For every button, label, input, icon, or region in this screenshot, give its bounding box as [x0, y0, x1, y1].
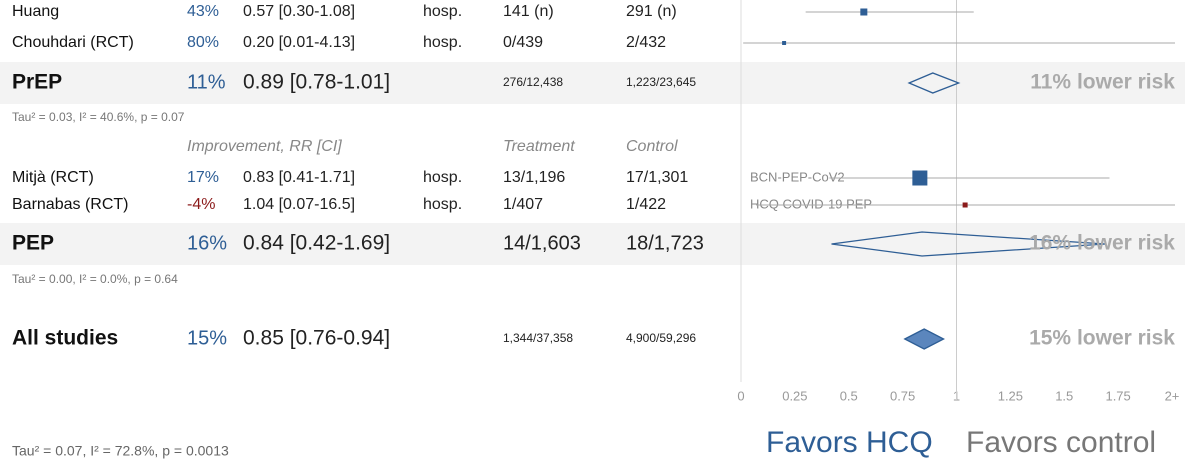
treatment: 14/1,603: [503, 232, 581, 254]
column-header: Control: [626, 138, 678, 155]
row-band: [0, 62, 1185, 104]
row-name: PrEP: [12, 71, 62, 94]
point-estimate: [860, 8, 868, 16]
rr-ci: 1.04 [0.07-16.5]: [243, 196, 355, 213]
row-name: Mitjà (RCT): [12, 169, 94, 186]
rr-ci: 0.85 [0.76-0.94]: [243, 327, 390, 350]
treatment: 1,344/37,358: [503, 331, 573, 345]
x-tick-label: 0.25: [782, 388, 807, 403]
treatment: 0/439: [503, 34, 543, 51]
rr-ci: 0.89 [0.78-1.01]: [243, 71, 390, 94]
row-name: All studies: [12, 327, 118, 350]
x-tick-label: 0.75: [890, 388, 915, 403]
rr-ci: 0.83 [0.41-1.71]: [243, 169, 355, 186]
row-band: [0, 223, 1185, 265]
improvement: -4%: [187, 196, 215, 213]
rr-ci: 0.20 [0.01-4.13]: [243, 34, 355, 51]
improvement: 17%: [187, 169, 219, 186]
tau: Tau² = 0.03, I² = 40.6%, p = 0.07: [12, 110, 185, 124]
outcome: hosp.: [423, 3, 462, 20]
control: 4,900/59,296: [626, 331, 696, 345]
x-tick-label: 0.5: [840, 388, 858, 403]
rr-ci: 0.84 [0.42-1.69]: [243, 232, 390, 255]
rr-ci: 0.57 [0.30-1.08]: [243, 3, 355, 20]
study-label: HCQ COVID-19 PEP: [750, 196, 872, 211]
improvement: 16%: [187, 232, 227, 254]
improvement: 11%: [187, 71, 226, 93]
point-estimate: [962, 202, 968, 208]
control: 1/422: [626, 196, 666, 213]
x-tick-label: 1.5: [1055, 388, 1073, 403]
summary-diamond: [903, 328, 945, 350]
x-tick-label: 1.75: [1105, 388, 1130, 403]
outcome: hosp.: [423, 34, 462, 51]
point-estimate: [782, 41, 787, 45]
outcome: hosp.: [423, 196, 462, 213]
tau: Tau² = 0.00, I² = 0.0%, p = 0.64: [12, 272, 178, 286]
control: 291 (n): [626, 3, 677, 20]
improvement: 43%: [187, 3, 219, 20]
row-name: Huang: [12, 3, 59, 20]
column-header: Treatment: [503, 138, 575, 155]
improvement: 15%: [187, 327, 227, 349]
row-name: Chouhdari (RCT): [12, 34, 134, 51]
x-tick-label: 1.25: [998, 388, 1023, 403]
result: 16% lower risk: [1029, 232, 1175, 255]
footer-tau: Tau² = 0.07, I² = 72.8%, p = 0.0013: [12, 443, 229, 459]
result: 15% lower risk: [1029, 327, 1175, 350]
column-header: Improvement, RR [CI]: [187, 138, 342, 155]
x-tick-label: 0: [737, 388, 744, 403]
x-tick-label: 2+: [1165, 388, 1180, 403]
row-name: PEP: [12, 232, 54, 255]
summary-diamond: [831, 231, 1106, 257]
summary-diamond: [907, 72, 961, 94]
result: 11% lower risk: [1030, 71, 1175, 94]
treatment: 1/407: [503, 196, 543, 213]
favors-right: Favors control: [966, 426, 1156, 459]
improvement: 80%: [187, 34, 219, 51]
outcome: hosp.: [423, 169, 462, 186]
study-label: BCN-PEP-CoV2: [750, 169, 845, 184]
control: 18/1,723: [626, 232, 704, 254]
control: 1,223/23,645: [626, 75, 696, 89]
treatment: 276/12,438: [503, 75, 563, 89]
treatment: 141 (n): [503, 3, 554, 20]
row-name: Barnabas (RCT): [12, 196, 128, 213]
control: 17/1,301: [626, 169, 688, 186]
control: 2/432: [626, 34, 666, 51]
treatment: 13/1,196: [503, 169, 565, 186]
point-estimate: [912, 170, 928, 186]
favors-left: Favors HCQ: [766, 426, 933, 459]
